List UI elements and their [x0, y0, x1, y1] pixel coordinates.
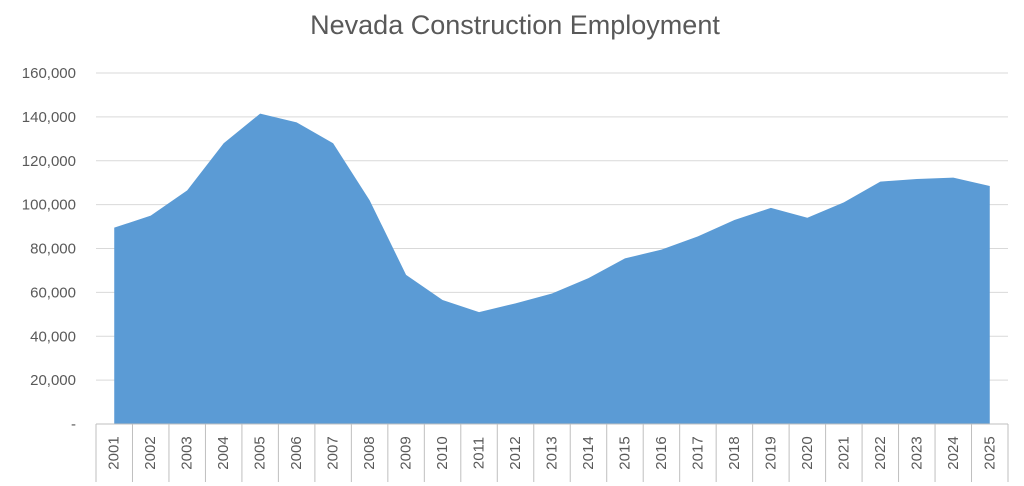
x-tick-label-2024: 2024 — [945, 436, 962, 469]
x-tick-label-2001: 2001 — [106, 436, 123, 469]
x-tick-label-2013: 2013 — [544, 436, 561, 469]
x-tick-label-2020: 2020 — [799, 436, 816, 469]
x-tick-label-2015: 2015 — [616, 436, 633, 469]
y-tick-label-5: 100,000 — [22, 197, 76, 214]
y-tick-label-7: 140,000 — [22, 109, 76, 126]
x-tick-label-2009: 2009 — [398, 436, 415, 469]
x-tick-label-2018: 2018 — [726, 436, 743, 469]
x-tick-label-2023: 2023 — [908, 436, 925, 469]
chart-title: Nevada Construction Employment — [310, 10, 720, 40]
x-tick-label-2008: 2008 — [361, 436, 378, 469]
area-series — [114, 113, 990, 424]
x-tick-label-2004: 2004 — [215, 436, 232, 469]
x-tick-label-2022: 2022 — [872, 436, 889, 469]
x-tick-label-2011: 2011 — [471, 437, 488, 469]
x-tick-label-2010: 2010 — [434, 436, 451, 469]
y-tick-label-4: 80,000 — [30, 241, 76, 258]
x-tick-label-2003: 2003 — [179, 436, 196, 469]
y-tick-label-3: 60,000 — [30, 284, 76, 301]
x-tick-label-2005: 2005 — [252, 436, 269, 469]
x-tick-label-2025: 2025 — [981, 436, 998, 469]
x-tick-label-2014: 2014 — [580, 436, 597, 469]
y-tick-label-6: 120,000 — [22, 153, 76, 170]
y-tick-label-2: 40,000 — [30, 328, 76, 345]
x-tick-label-2007: 2007 — [325, 436, 342, 469]
x-tick-label-2021: 2021 — [835, 436, 852, 469]
y-tick-label-1: 20,000 — [30, 372, 76, 389]
y-tick-label-0: - — [71, 416, 76, 433]
x-tick-label-2016: 2016 — [653, 436, 670, 469]
x-tick-label-2019: 2019 — [762, 436, 779, 469]
x-tick-label-2017: 2017 — [689, 436, 706, 469]
x-tick-label-2006: 2006 — [288, 436, 305, 469]
y-tick-label-8: 160,000 — [22, 65, 76, 82]
x-tick-label-2012: 2012 — [507, 436, 524, 469]
x-tick-label-2002: 2002 — [142, 436, 159, 469]
